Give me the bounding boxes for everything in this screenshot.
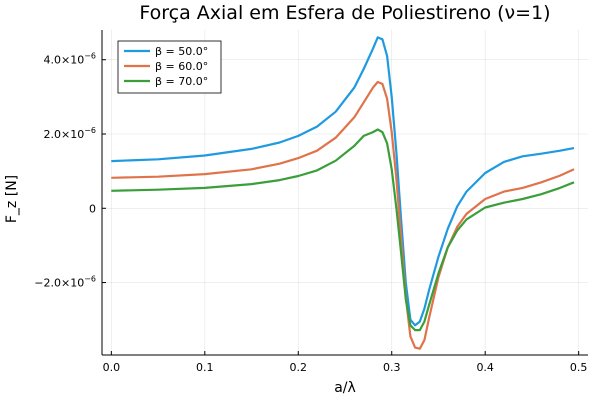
y-axis-label: F_z [N] bbox=[4, 175, 20, 223]
y-tick-label-2: 0 bbox=[89, 202, 96, 215]
series-line-1 bbox=[111, 80, 575, 350]
x-tick-label-0: 0.0 bbox=[103, 361, 121, 374]
y-tick-label-1: 2.0×10−6 bbox=[43, 126, 96, 141]
legend-label-1: β = 60.0° bbox=[155, 60, 208, 73]
x-tick-label-1: 0.1 bbox=[196, 361, 214, 374]
y-tick-label-3: −2.0×10−6 bbox=[34, 275, 96, 290]
x-tick-label-2: 0.2 bbox=[290, 361, 308, 374]
legend-label-2: β = 70.0° bbox=[155, 75, 208, 88]
series-line-2 bbox=[111, 128, 575, 332]
plot-area: 0.0 0.1 0.2 0.3 0.4 0.5 4.0×10−6 2.0×10−6 0 −2.0×… bbox=[34, 30, 588, 374]
x-tick-label-3: 0.3 bbox=[383, 361, 401, 374]
legend-label-0: β = 50.0° bbox=[155, 45, 208, 58]
x-tick-label-5: 0.5 bbox=[570, 361, 588, 374]
chart-title: Força Axial em Esfera de Poliestireno (ν… bbox=[139, 2, 550, 24]
y-tick-label-0: 4.0×10−6 bbox=[43, 52, 96, 67]
series-line-0 bbox=[111, 36, 575, 327]
x-tick-label-4: 0.4 bbox=[476, 361, 494, 374]
x-axis-label: a/λ bbox=[334, 380, 356, 396]
